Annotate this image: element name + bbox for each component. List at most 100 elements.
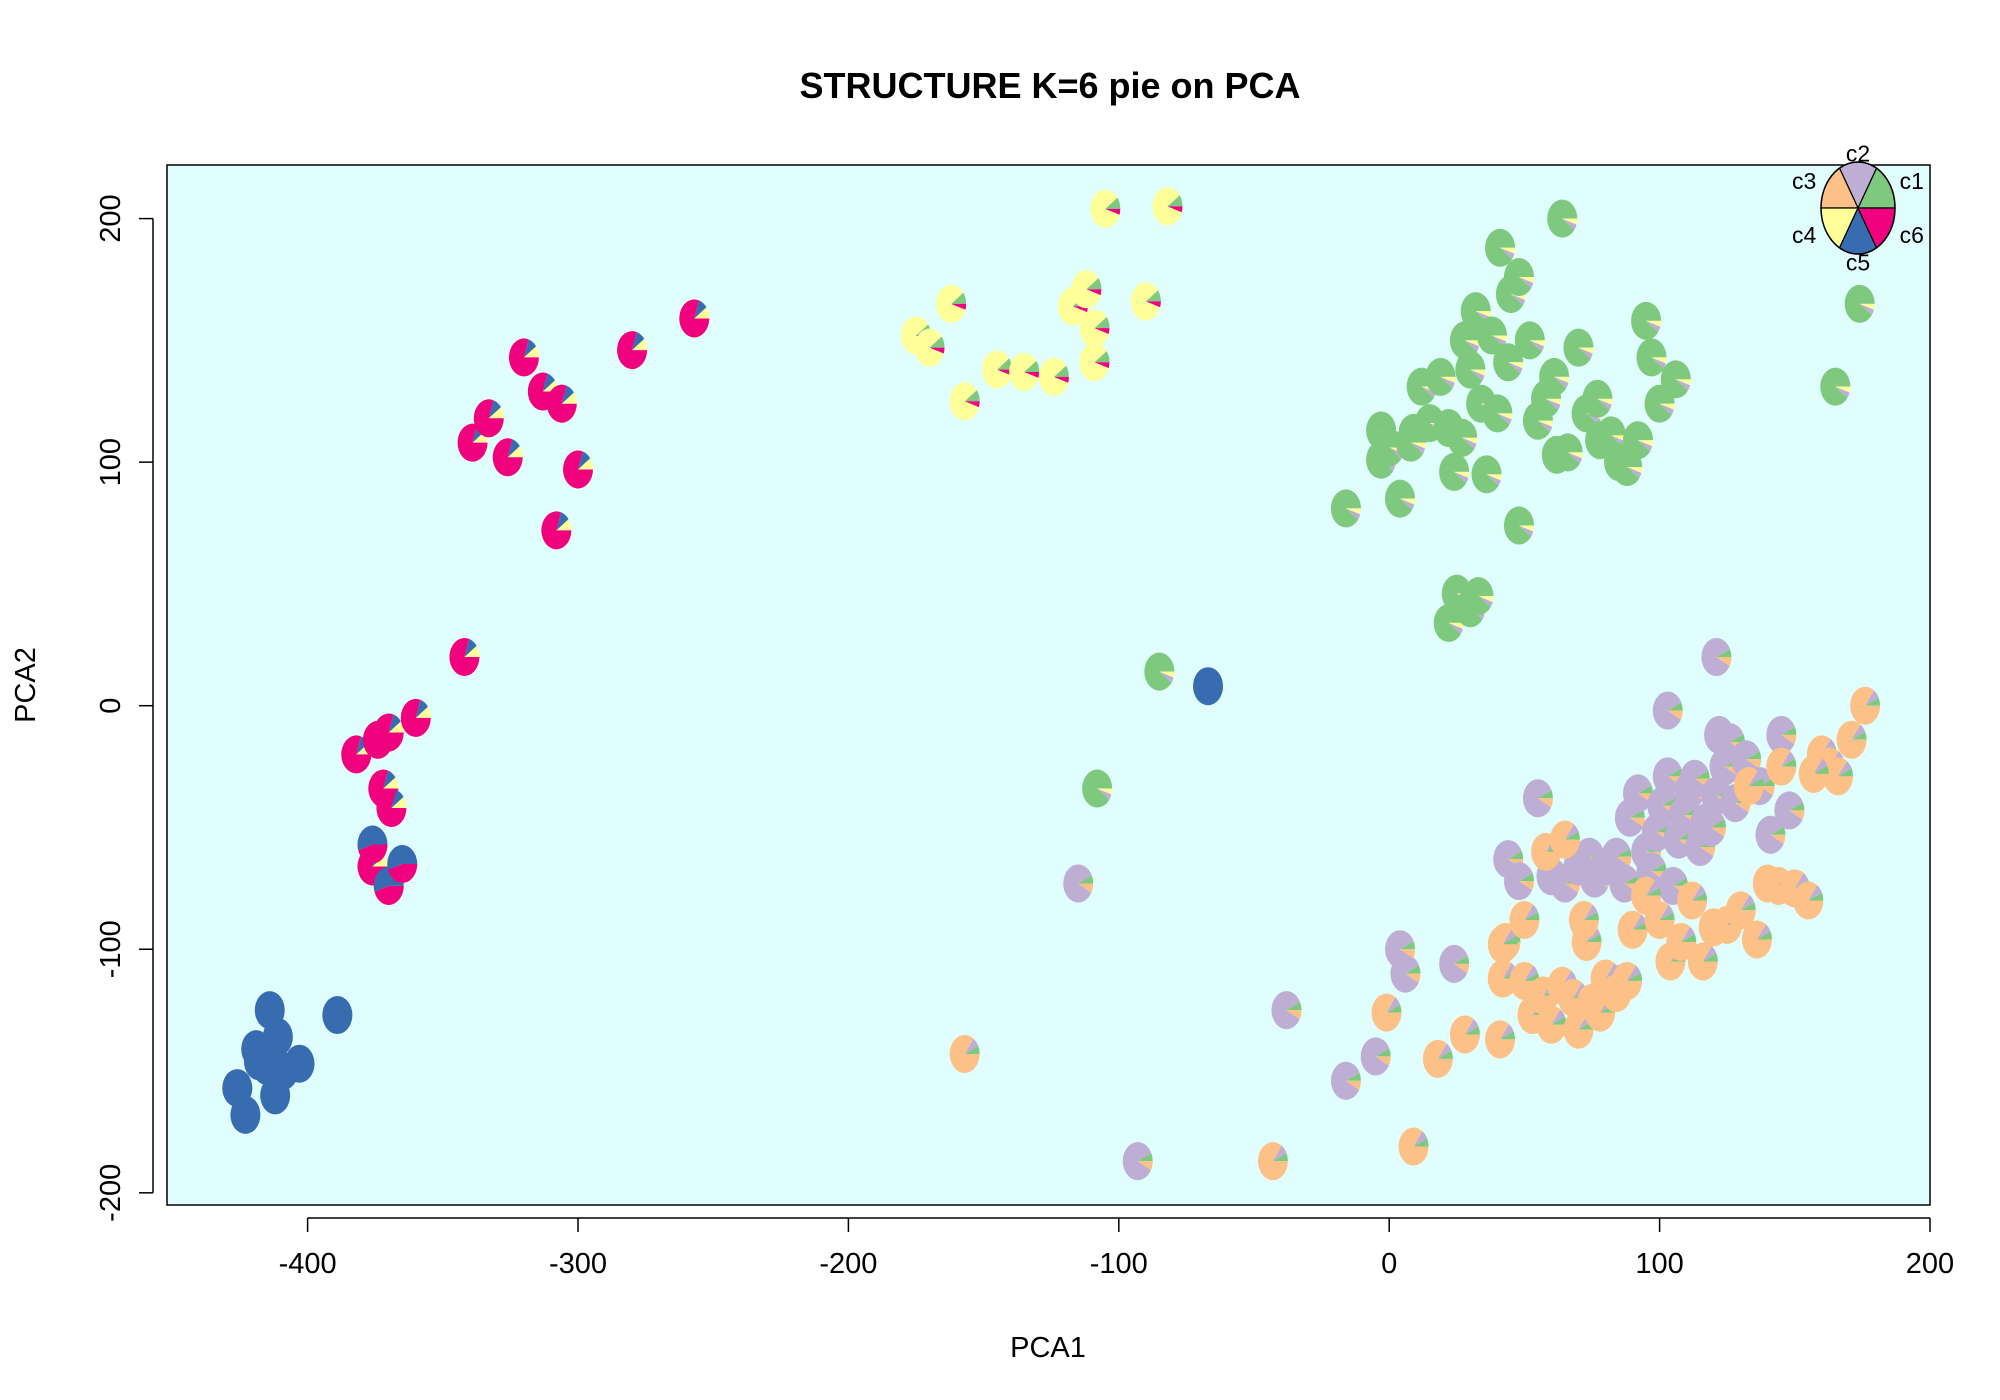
pie-slice-c1 [1651,863,1667,872]
pie-slice-c4 [556,519,572,531]
pie-slice-c1 [1167,195,1183,207]
pie-slice-c1 [1375,1048,1391,1057]
pie-slice-c1 [1729,734,1745,743]
pie-slice-c4 [383,777,399,789]
pie-slice-c4 [1835,386,1851,393]
pie-slice-c1 [1345,1072,1361,1081]
data-point-c1 [1582,379,1613,418]
pie-slice-c4 [1651,357,1667,364]
pie-slice-c1 [1563,328,1594,367]
data-point-c3 [1793,881,1824,920]
pie-slice-c2 [1659,403,1674,415]
data-point-c1 [1503,506,1534,545]
pie-slice-c4 [1079,309,1109,348]
pie-slice-c4 [1038,357,1069,396]
pie-slice-c1 [1455,350,1486,389]
pie-slice-c1 [1781,726,1797,735]
pie-slice-c2 [1627,965,1641,981]
data-point-c3 [1257,1142,1288,1181]
pie-slice-c1 [1667,768,1683,777]
legend-label-c6: c6 [1900,222,1924,248]
data-point-c6 [546,384,577,423]
x-tick-label: 100 [1635,1248,1683,1280]
pie-slice-c3 [1531,832,1562,871]
data-point-c1 [1514,321,1545,360]
pie-slice-c2 [1748,770,1763,787]
pie-slice-c1 [1454,955,1470,964]
legend-label-c4: c4 [1792,222,1817,248]
pie-slice-c3 [1644,901,1675,940]
pie-slice-c1 [1659,911,1675,921]
legend-label-c3: c3 [1792,168,1816,194]
pie-slice-c1 [1636,338,1667,377]
pie-slice-c3 [1716,656,1732,667]
pie-slice-c2 [1865,690,1879,706]
pie-slice-c5 [556,512,569,531]
pie-slice-c2 [1695,808,1725,847]
pie-slice-c1 [1463,577,1494,616]
pie-slice-c1 [1637,785,1653,794]
pie-slice-c6 [997,369,1013,376]
pie-slice-c1 [1086,278,1102,290]
data-point-c1 [1455,350,1486,389]
pie-slice-c2 [1508,362,1523,374]
pie-slice-c1 [1710,819,1726,828]
x-tick-label: -300 [549,1248,607,1280]
data-point-c3 [1617,910,1648,949]
data-point-c3 [1612,961,1643,1000]
pie-slice-c4 [1659,403,1675,410]
pie-slice-c2 [1659,904,1674,921]
pie-slice-c6 [951,303,967,310]
pie-slice-c3 [1528,976,1559,1015]
pie-slice-c3 [1537,798,1553,808]
pie-slice-c6 [400,698,431,737]
data-point-c2 [1652,691,1683,730]
pie-slice-c4 [1079,343,1109,382]
pie-slice-c2 [1437,1043,1452,1059]
pie-slice-c5 [464,638,477,657]
data-point-c3 [1766,747,1797,786]
pie-slice-c2 [1554,376,1569,389]
pie-slice-c3 [1617,910,1648,949]
pie-slice-c2 [1537,420,1553,432]
pie-slice-c3 [1371,993,1402,1032]
y-tick-label: -100 [95,920,127,978]
pie-slice-c4 [388,721,404,733]
pie-slice-c4 [1345,508,1361,515]
pie-slice-c3 [1725,891,1756,930]
pie-slice-c1 [1524,911,1540,921]
pie-slice-c4 [694,307,710,319]
pie-slice-c1 [1851,731,1867,740]
data-point-c4 [914,328,945,367]
pie-slice-c2 [1454,471,1469,484]
pie-slice-c1 [1740,902,1756,911]
pie-slice-c3 [1078,883,1094,893]
pie-slice-c3 [1655,942,1686,981]
pie-slice-c1 [1820,367,1851,406]
pie-slice-c3 [1616,856,1632,866]
data-point-c3 [1850,686,1881,725]
pie-slice-c1 [1405,965,1421,974]
pie-slice-c2 [1464,1019,1479,1035]
pie-slice-c2 [1583,904,1598,921]
pie-slice-c3 [1345,1080,1361,1090]
data-point-c3 [1485,1020,1516,1059]
data-point-c6 [679,299,710,338]
data-point-c3 [1644,901,1675,940]
pie-slice-c2 [1740,894,1755,911]
pie-slice-c1 [1537,790,1553,799]
pie-slice-c1 [1564,831,1580,840]
data-point-c5 [230,1095,261,1134]
pie-slice-c5 [561,385,574,404]
pie-slice-c6 [1094,328,1110,335]
data-point-c3 [1371,993,1402,1032]
data-point-c4 [1079,309,1110,348]
pie-slice-c2 [1851,724,1866,740]
pie-slice-c4 [578,458,594,470]
pie-slice-c2 [1681,926,1695,942]
pie-slice-c6 [1086,289,1102,296]
pie-slice-c2 [1637,440,1653,452]
pie-slice-c2 [1859,303,1874,315]
data-point-c1 [1385,479,1416,518]
